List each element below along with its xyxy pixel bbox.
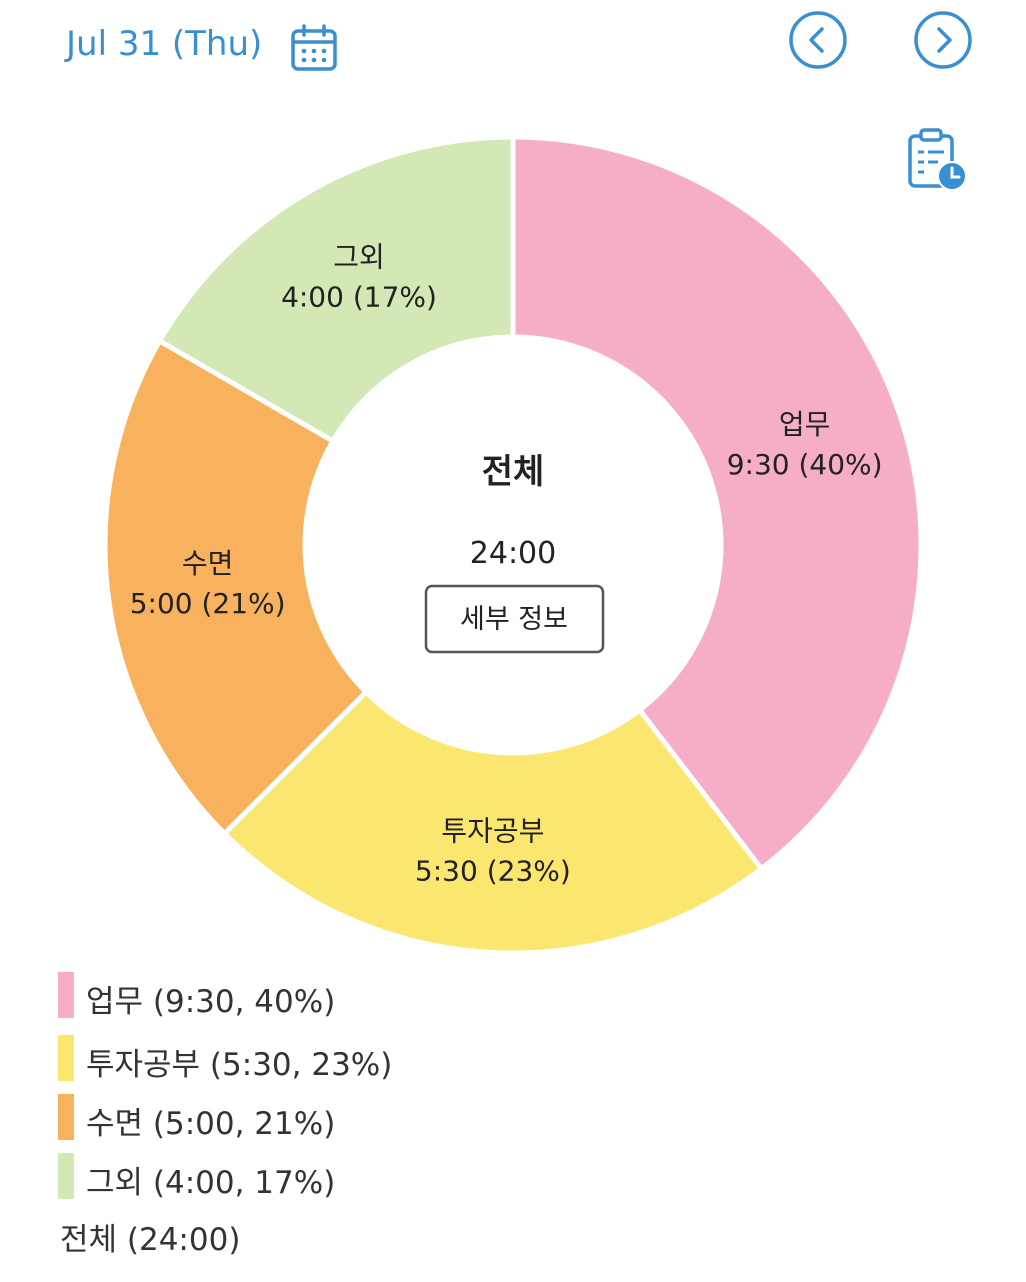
slice-label-value: 5:30 (23%): [415, 854, 571, 887]
donut-slice-4[interactable]: [156, 134, 516, 445]
center-total: 24:00: [470, 536, 556, 571]
legend-swatch: [58, 1094, 74, 1140]
legend-label: 투자공부 (5:30, 23%): [86, 1047, 393, 1083]
legend-swatch: [58, 1153, 74, 1199]
detail-info-button-label: 세부 정보: [460, 604, 568, 635]
legend-label: 업무 (9:30, 40%): [86, 984, 336, 1020]
donut-slice-3[interactable]: [102, 337, 370, 838]
donut-slice-1[interactable]: [510, 134, 924, 873]
slice-label-value: 5:00 (21%): [130, 587, 286, 620]
legend-total: 전체 (24:00): [60, 1222, 241, 1258]
legend-label: 그외 (4:00, 17%): [86, 1165, 336, 1201]
detail-info-button[interactable]: 세부 정보: [424, 584, 605, 654]
slice-label-name: 투자공부: [441, 814, 544, 847]
calendar-icon[interactable]: [290, 24, 338, 72]
chart-slices: [102, 134, 924, 956]
legend-label: 수면 (5:00, 21%): [86, 1106, 336, 1142]
legend-swatch: [58, 972, 74, 1018]
previous-day-button[interactable]: [788, 10, 848, 70]
chart-slice-labels: 업무 9:30 (40%) 투자공부 5:30 (23%) 수면 5:00 (21%) 그외…: [130, 240, 883, 887]
slice-label-value: 4:00 (17%): [281, 280, 437, 313]
center-title: 전체: [482, 452, 545, 492]
slice-label-name: 업무: [779, 408, 831, 441]
donut-slice-2[interactable]: [220, 688, 765, 956]
next-day-button[interactable]: [913, 10, 973, 70]
top-bar: Jul 31 (Thu): [0, 0, 1026, 100]
slice-label-name: 수면: [182, 547, 234, 580]
slice-label-value: 9:30 (40%): [727, 448, 883, 481]
legend-swatch: [58, 1035, 74, 1081]
date-label[interactable]: Jul 31 (Thu): [66, 24, 263, 64]
donut-chart: 업무 9:30 (40%) 투자공부 5:30 (23%) 수면 5:00 (21%) 그외…: [102, 134, 924, 956]
slice-label-name: 그외: [333, 240, 385, 273]
clipboard-clock-icon[interactable]: [904, 126, 968, 194]
